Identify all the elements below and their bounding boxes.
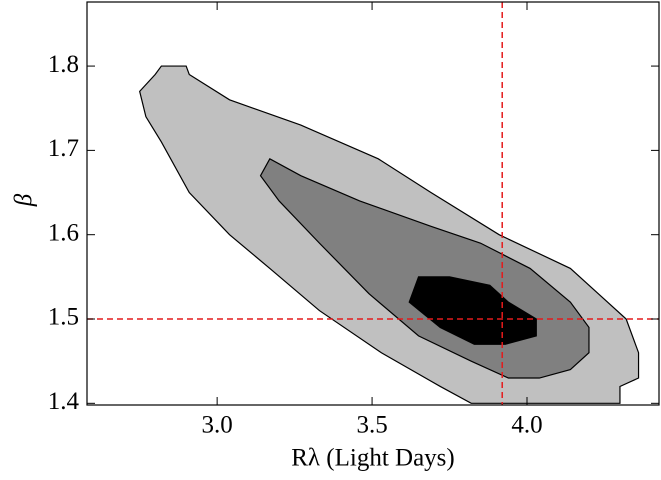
y-axis-label: β bbox=[11, 193, 38, 207]
contour-region bbox=[408, 276, 537, 345]
y-tick-label: 1.7 bbox=[48, 135, 79, 162]
y-tick-label: 1.8 bbox=[48, 51, 79, 78]
x-tick-label: 3.0 bbox=[202, 412, 233, 439]
axes-frame bbox=[86, 1, 660, 406]
y-tick-label: 1.5 bbox=[48, 304, 79, 331]
plot-area bbox=[87, 2, 659, 405]
x-axis-label: Rλ (Light Days) bbox=[291, 445, 455, 472]
x-tick-label: 3.5 bbox=[356, 412, 387, 439]
y-tick-label: 1.4 bbox=[48, 388, 80, 415]
x-tick-label: 4.0 bbox=[511, 412, 542, 439]
y-tick-label: 1.6 bbox=[48, 219, 79, 246]
